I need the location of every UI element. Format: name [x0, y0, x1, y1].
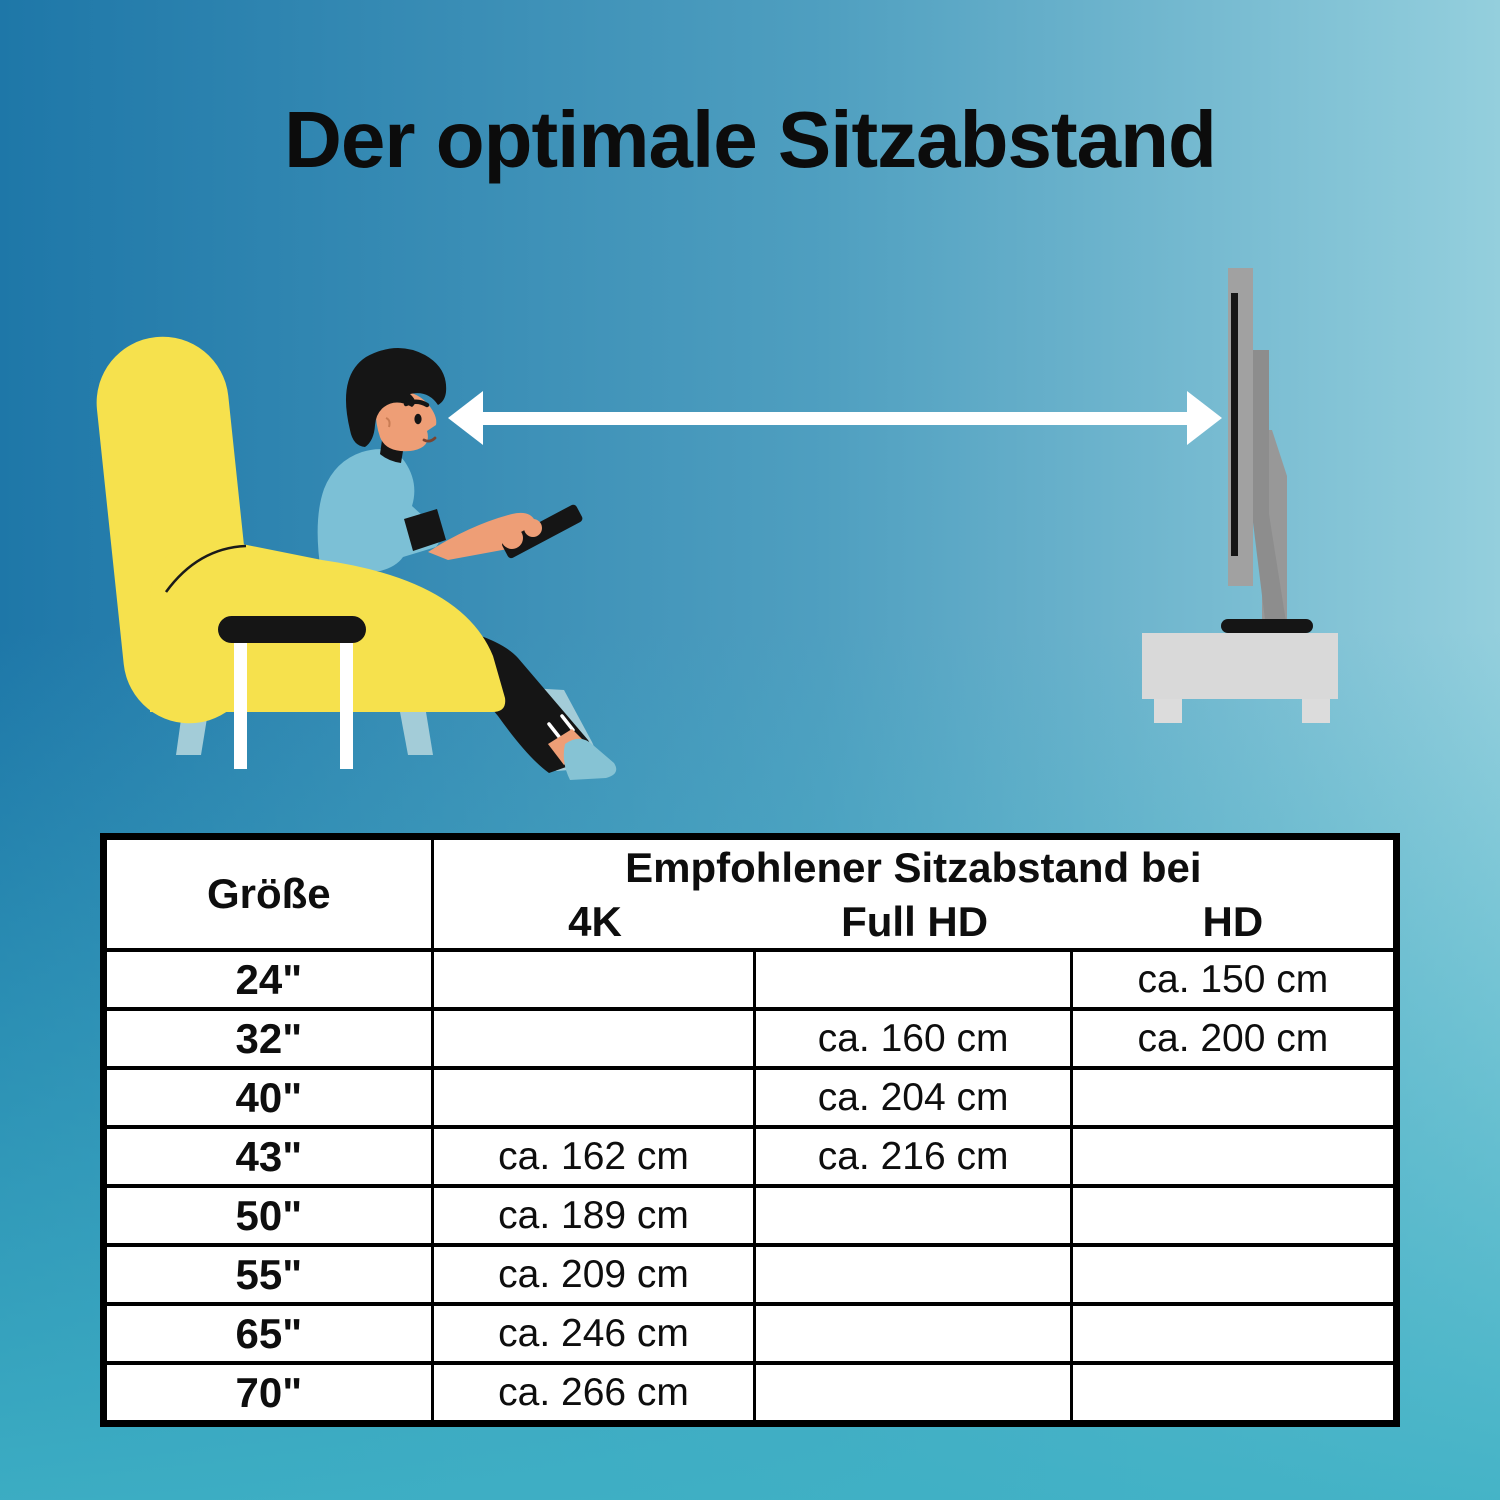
person-hand	[501, 527, 523, 549]
tv-screen-edge	[1231, 293, 1238, 556]
person-foot	[563, 738, 617, 780]
tv-rear-panel	[1252, 350, 1269, 520]
size-cell: 55"	[107, 1247, 434, 1306]
chair-leg-right	[400, 712, 433, 755]
value-cell-hd	[1072, 1129, 1393, 1188]
value-cell-hd	[1072, 1188, 1393, 1247]
person-hair	[345, 347, 447, 447]
arrow-head-left	[448, 391, 483, 445]
table-row: 32" ca. 160 cm ca. 200 cm	[107, 1011, 1393, 1070]
pant-crease-lines	[547, 714, 575, 740]
sleeve-band	[404, 509, 446, 551]
person-ear	[381, 413, 395, 431]
ear-line	[385, 417, 391, 428]
value-cell-4k	[433, 1011, 757, 1070]
table-row: 55" ca. 209 cm	[107, 1247, 1393, 1306]
table-row: 40" ca. 204 cm	[107, 1070, 1393, 1129]
size-cell: 50"	[107, 1188, 434, 1247]
value-cell-fullhd	[756, 1247, 1073, 1306]
value-cell-4k: ca. 189 cm	[433, 1188, 757, 1247]
armrest-leg-back	[340, 643, 353, 769]
person-face	[375, 391, 437, 452]
armchair-seat-graphic	[150, 540, 506, 769]
value-cell-fullhd	[756, 1306, 1073, 1365]
tv-base-pad	[1221, 619, 1313, 633]
table-row: 70" ca. 266 cm	[107, 1365, 1393, 1420]
size-cell: 24"	[107, 952, 434, 1011]
person-hand-2	[524, 519, 542, 537]
seating-distance-table: Größe Empfohlener Sitzabstand bei 4K Ful…	[100, 833, 1400, 1427]
value-cell-fullhd	[756, 952, 1073, 1011]
tv-rear-support	[1252, 514, 1287, 628]
table-row: 65" ca. 246 cm	[107, 1306, 1393, 1365]
table-row: 24" ca. 150 cm	[107, 952, 1393, 1011]
value-cell-hd	[1072, 1247, 1393, 1306]
arrow-head-right	[1187, 391, 1222, 445]
size-cell: 43"	[107, 1129, 434, 1188]
size-column-header: Größe	[107, 840, 434, 952]
armrest-leg-front	[234, 643, 247, 769]
subheader-fullhd: Full HD	[756, 895, 1073, 952]
value-cell-hd	[1073, 1365, 1393, 1420]
size-cell: 32"	[107, 1011, 434, 1070]
value-cell-fullhd	[756, 1365, 1073, 1420]
value-cell-hd	[1072, 1070, 1393, 1129]
tv-cabinet	[1142, 633, 1338, 699]
value-cell-fullhd: ca. 204 cm	[756, 1070, 1073, 1129]
distance-arrow-icon	[448, 391, 1222, 445]
value-cell-hd	[1072, 1306, 1393, 1365]
value-cell-4k	[433, 952, 757, 1011]
value-cell-hd: ca. 200 cm	[1072, 1011, 1393, 1070]
page-title: Der optimale Sitzabstand	[284, 95, 1217, 184]
value-cell-4k: ca. 209 cm	[433, 1247, 757, 1306]
value-cell-4k: ca. 246 cm	[433, 1306, 757, 1365]
value-cell-4k: ca. 266 cm	[434, 1365, 757, 1420]
table-row: 50" ca. 189 cm	[107, 1188, 1393, 1247]
person-eye	[414, 413, 422, 425]
size-cell: 65"	[107, 1306, 434, 1365]
person-eyebrow	[403, 399, 430, 408]
tv-graphic	[1142, 268, 1338, 723]
arrow-shaft	[476, 412, 1192, 425]
cabinet-foot-right	[1302, 699, 1330, 723]
size-cell: 40"	[107, 1070, 434, 1129]
armrest-bar	[218, 616, 366, 643]
subheader-4k: 4K	[433, 895, 757, 952]
person-graphic	[317, 347, 617, 780]
table-row: 43" ca. 162 cm ca. 216 cm	[107, 1129, 1393, 1188]
remote-control	[502, 504, 583, 559]
cabinet-foot-left	[1154, 699, 1182, 723]
person-shirt	[317, 449, 440, 573]
table-header-row-2: 4K Full HD HD	[107, 895, 1393, 952]
size-cell: 70"	[107, 1365, 434, 1420]
person-smile	[422, 436, 437, 443]
seat-crease	[164, 544, 247, 593]
value-cell-fullhd: ca. 216 cm	[756, 1129, 1073, 1188]
table-header-row-1: Größe Empfohlener Sitzabstand bei	[107, 840, 1393, 952]
value-cell-fullhd: ca. 160 cm	[756, 1011, 1073, 1070]
subheader-hd: HD	[1072, 895, 1393, 952]
value-cell-4k	[433, 1070, 757, 1129]
value-cell-4k: ca. 162 cm	[433, 1129, 757, 1188]
group-column-header: Empfohlener Sitzabstand bei	[625, 843, 1202, 891]
value-cell-hd: ca. 150 cm	[1072, 952, 1393, 1011]
value-cell-fullhd	[756, 1188, 1073, 1247]
